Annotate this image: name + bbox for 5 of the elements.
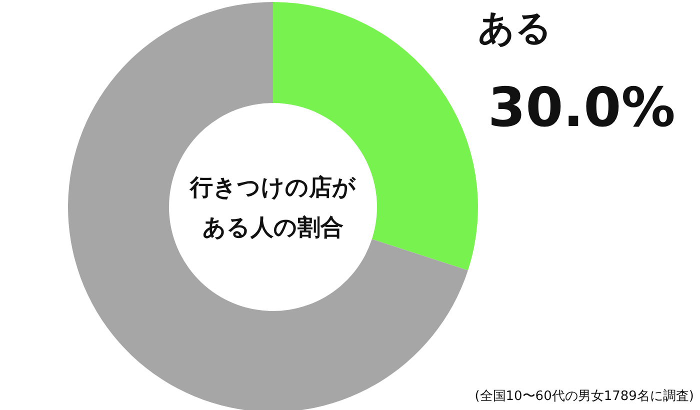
text: (全国10〜60代の男女1789名に調査)	[474, 389, 694, 404]
donut-slice	[68, 2, 468, 410]
slice-label: ある	[478, 8, 552, 49]
data-label: 30.0%	[488, 76, 676, 139]
text: 行きつけの店がある人の割合	[189, 174, 356, 241]
